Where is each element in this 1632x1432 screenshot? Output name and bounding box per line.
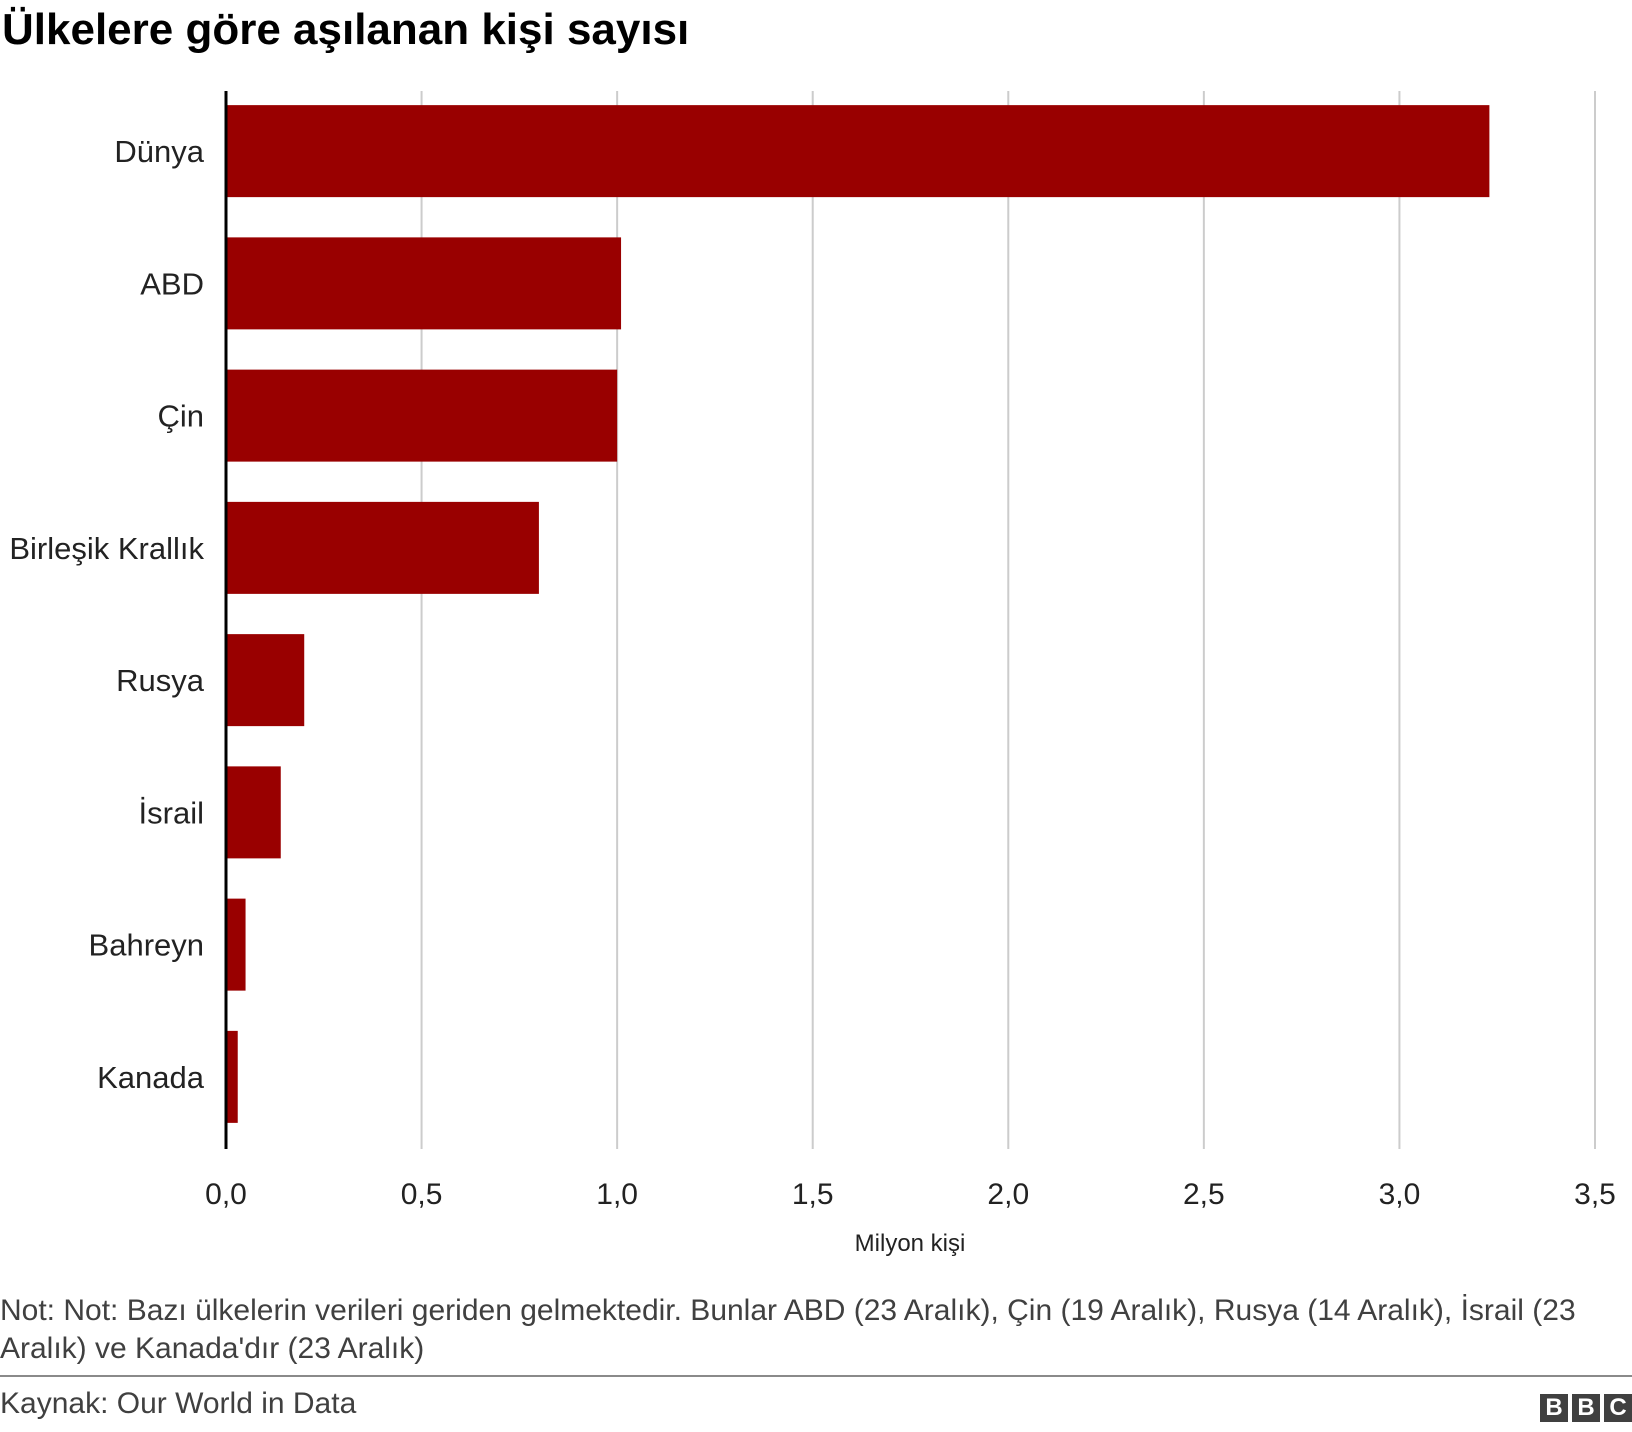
bar-chart: Dünya ABD Çin Birleşik Krallık Rusya İsrail Ba… bbox=[9, 91, 1616, 1257]
footer-divider bbox=[0, 1375, 1632, 1377]
bar bbox=[226, 369, 618, 462]
category-label: Bahreyn bbox=[89, 928, 204, 963]
bbc-logo: B B C bbox=[1540, 1394, 1632, 1422]
x-tick-label: 2,5 bbox=[1183, 1178, 1225, 1211]
x-tick-label: 0,0 bbox=[205, 1178, 247, 1211]
x-tick-label: 3,0 bbox=[1379, 1178, 1421, 1211]
bbc-logo-block: C bbox=[1604, 1394, 1632, 1422]
category-label: Dünya bbox=[114, 134, 204, 169]
bars bbox=[226, 105, 1490, 1123]
category-labels: Dünya ABD Çin Birleşik Krallık Rusya İsrail Ba… bbox=[9, 134, 204, 1095]
x-axis-label: Milyon kişi bbox=[855, 1230, 966, 1257]
bar bbox=[226, 766, 281, 859]
bbc-logo-block: B bbox=[1572, 1394, 1600, 1422]
bar bbox=[226, 105, 1490, 198]
x-tick-label: 1,5 bbox=[792, 1178, 834, 1211]
category-label: ABD bbox=[140, 266, 204, 301]
x-tick-label: 1,0 bbox=[596, 1178, 638, 1211]
category-label: Kanada bbox=[97, 1060, 205, 1095]
x-tick-labels: 0,0 0,5 1,0 1,5 2,0 2,5 3,0 3,5 bbox=[205, 1178, 1616, 1211]
chart-title: Ülkelere göre aşılanan kişi sayısı bbox=[2, 5, 690, 54]
x-tick-label: 0,5 bbox=[401, 1178, 443, 1211]
category-label: Çin bbox=[157, 399, 204, 434]
bar bbox=[226, 1030, 238, 1123]
chart-note: Not: Not: Bazı ülkelerin verileri geride… bbox=[0, 1294, 1576, 1365]
category-label: Rusya bbox=[116, 663, 205, 698]
category-label: Birleşik Krallık bbox=[9, 531, 204, 566]
bbc-logo-block: B bbox=[1540, 1394, 1568, 1422]
bar bbox=[226, 237, 622, 330]
bar bbox=[226, 501, 539, 594]
category-label: İsrail bbox=[139, 795, 204, 830]
bar bbox=[226, 898, 246, 991]
x-tick-label: 3,5 bbox=[1574, 1178, 1616, 1211]
bar bbox=[226, 634, 305, 727]
x-tick-label: 2,0 bbox=[987, 1178, 1029, 1211]
source-text: Kaynak: Our World in Data bbox=[0, 1387, 357, 1420]
